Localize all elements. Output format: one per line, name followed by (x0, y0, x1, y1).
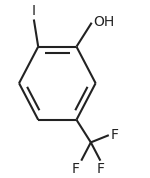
Text: F: F (110, 128, 118, 142)
Text: F: F (96, 162, 104, 176)
Text: OH: OH (93, 15, 114, 29)
Text: F: F (72, 162, 80, 176)
Text: I: I (32, 4, 36, 18)
